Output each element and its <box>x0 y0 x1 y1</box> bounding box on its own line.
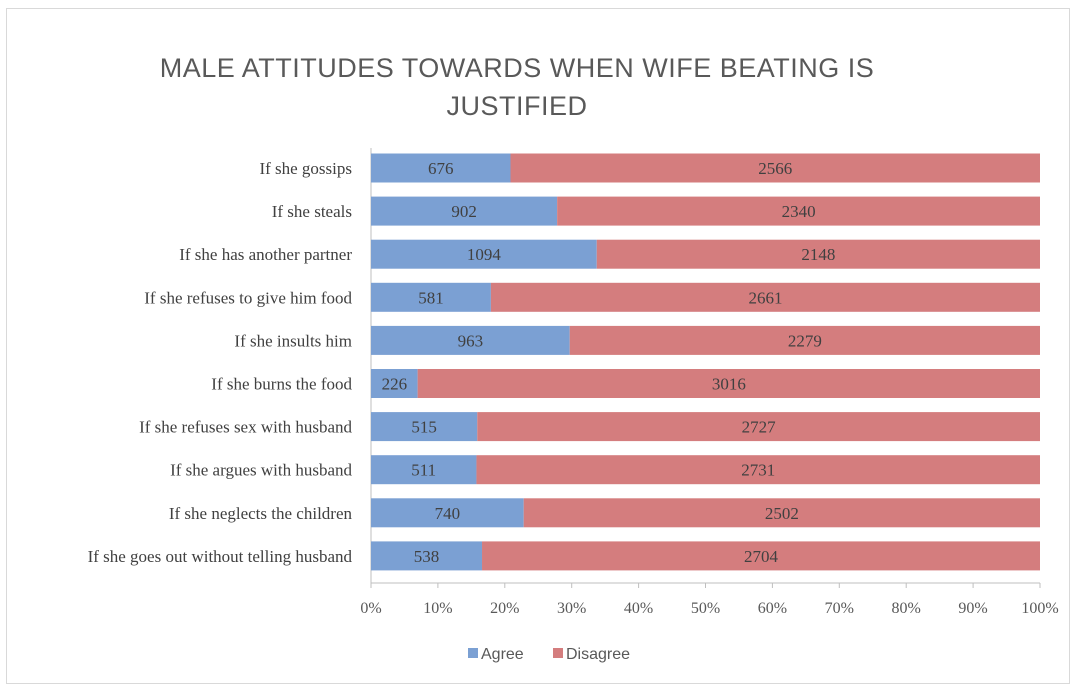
category-label: If she burns the food <box>211 375 352 394</box>
data-label-disagree: 2704 <box>744 547 779 566</box>
category-label: If she insults him <box>234 331 352 350</box>
bar-disagree <box>490 282 1040 312</box>
bar-disagree <box>477 412 1041 442</box>
data-label-disagree: 2279 <box>788 331 822 350</box>
category-label: If she refuses sex with husband <box>139 418 352 437</box>
legend-label-agree: Agree <box>481 646 524 663</box>
data-label-disagree: 2566 <box>758 159 792 178</box>
x-tick-label: 80% <box>892 600 921 617</box>
data-label-agree: 515 <box>411 418 437 437</box>
data-label-disagree: 2661 <box>748 288 782 307</box>
category-label: If she goes out without telling husband <box>88 547 353 566</box>
x-tick-label: 30% <box>557 600 586 617</box>
data-label-disagree: 3016 <box>712 375 746 394</box>
bar-agree <box>371 153 511 183</box>
x-tick-label: 10% <box>423 600 452 617</box>
data-label-agree: 581 <box>418 288 444 307</box>
category-label: If she steals <box>272 202 352 221</box>
bar-agree <box>371 412 478 442</box>
category-label: If she refuses to give him food <box>144 288 352 307</box>
chart-title: MALE ATTITUDES TOWARDS WHEN WIFE BEATING… <box>159 53 875 121</box>
category-label: If she neglects the children <box>169 504 353 523</box>
x-tick-label: 90% <box>958 600 987 617</box>
category-label: If she gossips <box>259 159 352 178</box>
x-tick-label: 0% <box>360 600 381 617</box>
bar-agree <box>371 325 570 355</box>
data-label-disagree: 2731 <box>741 461 775 480</box>
legend-swatch-agree <box>468 648 478 658</box>
data-label-agree: 1094 <box>467 245 502 264</box>
x-tick-label: 100% <box>1021 600 1058 617</box>
x-tick-label: 60% <box>758 600 787 617</box>
bar-disagree <box>596 239 1040 269</box>
category-label: If she has another partner <box>179 245 352 264</box>
bar-disagree <box>569 325 1040 355</box>
bar-disagree <box>510 153 1040 183</box>
bar-disagree <box>523 498 1040 528</box>
bar-disagree <box>417 369 1041 398</box>
x-tick-label: 40% <box>624 600 653 617</box>
data-label-agree: 511 <box>411 461 436 480</box>
bar-disagree <box>476 455 1040 485</box>
data-label-disagree: 2727 <box>742 418 777 437</box>
data-label-agree: 740 <box>435 504 461 523</box>
bar-agree <box>371 282 491 312</box>
x-tick-label: 50% <box>691 600 720 617</box>
data-label-disagree: 2148 <box>801 245 835 264</box>
x-tick-label: 70% <box>825 600 854 617</box>
data-label-disagree: 2502 <box>765 504 799 523</box>
data-label-agree: 226 <box>382 375 408 394</box>
legend-swatch-disagree <box>553 648 563 658</box>
legend-label-disagree: Disagree <box>566 646 630 663</box>
x-tick-label: 20% <box>490 600 519 617</box>
data-label-agree: 538 <box>414 547 440 566</box>
bar-agree <box>371 369 418 398</box>
bar-agree <box>371 498 524 528</box>
data-label-agree: 676 <box>428 159 454 178</box>
bar-agree <box>371 239 597 269</box>
bar-agree <box>371 196 558 226</box>
data-label-disagree: 2340 <box>782 202 816 221</box>
bar-agree <box>371 541 483 571</box>
bar-agree <box>371 455 477 485</box>
bar-disagree <box>482 541 1040 571</box>
category-label: If she argues with husband <box>170 461 352 480</box>
bar-disagree <box>557 196 1040 226</box>
data-label-agree: 902 <box>451 202 477 221</box>
data-label-agree: 963 <box>458 331 484 350</box>
